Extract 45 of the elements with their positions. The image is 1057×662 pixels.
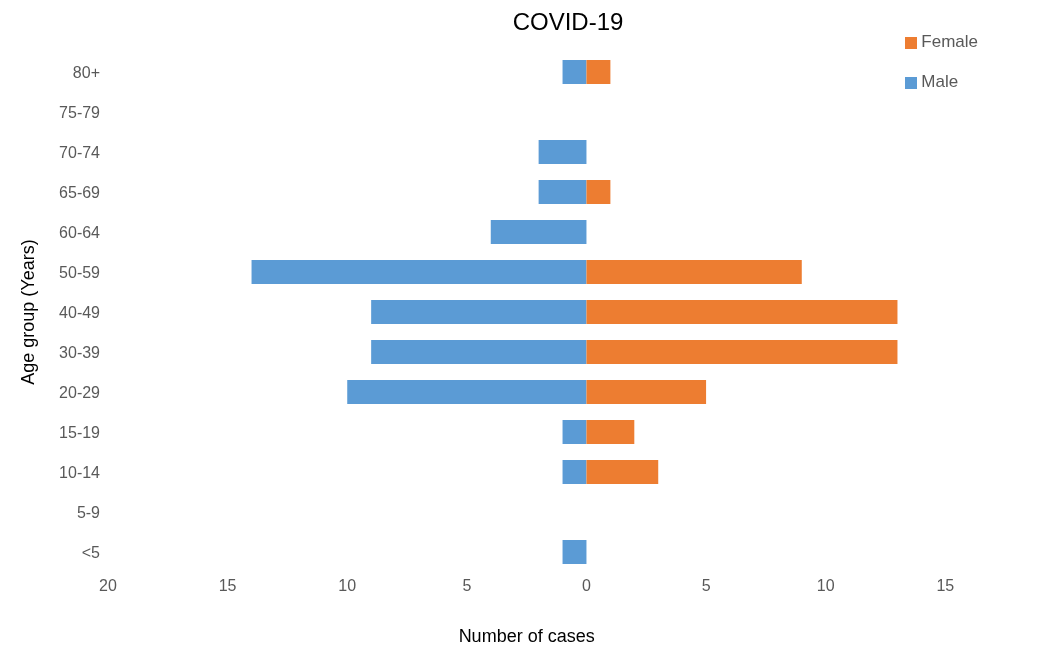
bar — [586, 180, 611, 204]
y-tick-label: 70-74 — [59, 143, 101, 161]
x-tick-label: 20 — [99, 577, 117, 595]
bar — [586, 460, 659, 484]
chart-title: COVID-19 — [512, 8, 624, 35]
x-axis-title: Number of cases — [458, 626, 595, 646]
bar — [538, 140, 587, 164]
y-tick-label: <5 — [81, 543, 101, 561]
y-tick-label: 60-64 — [59, 223, 101, 241]
y-tick-label: 5-9 — [76, 503, 101, 521]
y-tick-label: 30-39 — [59, 343, 101, 361]
bar — [562, 540, 587, 564]
y-tick-label: 80+ — [72, 63, 100, 81]
x-tick-label: 10 — [816, 577, 835, 595]
x-tick-label: 0 — [582, 577, 592, 595]
bar — [490, 220, 587, 244]
bar — [586, 260, 802, 284]
y-axis-title: Age group (Years) — [18, 239, 39, 385]
bar — [347, 380, 587, 404]
bar — [562, 60, 587, 84]
y-tick-label: 10-14 — [59, 463, 101, 481]
y-tick-label: 65-69 — [59, 183, 101, 201]
y-tick-label: 50-59 — [59, 263, 101, 281]
bar — [371, 300, 587, 324]
bar — [562, 460, 587, 484]
y-tick-label: 75-79 — [59, 103, 101, 121]
x-tick-label: 10 — [338, 577, 357, 595]
bar — [371, 340, 587, 364]
bar — [586, 60, 611, 84]
x-tick-label: 5 — [462, 577, 472, 595]
y-tick-label: 15-19 — [59, 423, 101, 441]
legend-label: Female — [921, 32, 978, 51]
y-tick-label: 20-29 — [59, 383, 101, 401]
x-tick-label: 15 — [936, 577, 955, 595]
bar — [562, 420, 587, 444]
y-tick-label: 40-49 — [59, 303, 101, 321]
bar — [586, 380, 707, 404]
bar — [586, 420, 635, 444]
bar — [538, 180, 587, 204]
bar — [586, 340, 898, 364]
legend-label: Male — [921, 72, 959, 91]
bar — [586, 300, 898, 324]
bar — [251, 260, 587, 284]
x-tick-label: 5 — [701, 577, 711, 595]
x-tick-label: 15 — [218, 577, 237, 595]
